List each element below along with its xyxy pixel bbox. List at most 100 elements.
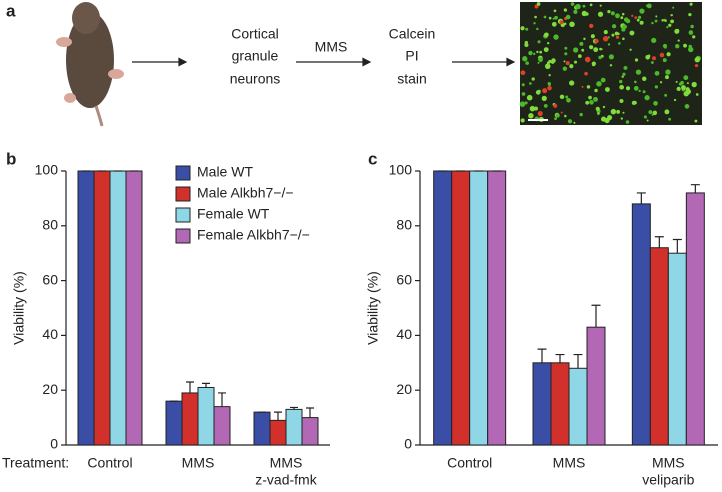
cell <box>650 61 654 64</box>
bar <box>568 367 588 446</box>
cell <box>565 95 569 99</box>
cell <box>666 52 671 57</box>
bar <box>631 203 651 446</box>
cell <box>585 100 590 105</box>
cell <box>623 65 628 70</box>
y-tick-label: 0 <box>50 436 58 452</box>
cell <box>536 27 539 31</box>
cell <box>543 47 549 53</box>
y-tick-label: 100 <box>35 162 59 178</box>
cell <box>573 9 578 14</box>
cell <box>559 94 565 100</box>
cell <box>566 97 571 103</box>
cell <box>573 121 576 124</box>
y-tick-label: 100 <box>389 162 413 178</box>
cell <box>670 19 674 24</box>
cell <box>691 81 697 88</box>
cell <box>588 95 592 100</box>
cell <box>563 8 568 12</box>
error-bar <box>654 236 664 248</box>
bar <box>649 247 669 446</box>
cell <box>589 23 594 29</box>
cell <box>622 111 625 114</box>
cell <box>536 50 539 54</box>
micrograph <box>519 2 702 125</box>
cell <box>593 47 599 53</box>
cell <box>636 18 640 22</box>
error-bar <box>537 348 547 363</box>
cell <box>622 37 625 41</box>
cell <box>554 15 558 20</box>
step-text: stain <box>397 71 427 87</box>
cell <box>690 24 694 29</box>
cell <box>648 110 653 115</box>
legend-label: Male WT <box>197 164 253 180</box>
bar <box>550 362 570 446</box>
cell <box>616 109 621 114</box>
cell <box>685 88 691 95</box>
cell <box>583 37 586 41</box>
y-tick-label: 40 <box>396 326 412 342</box>
cell <box>651 21 654 25</box>
y-tick-label: 20 <box>42 381 58 397</box>
cell <box>524 42 529 47</box>
x-tick-label: z-vad-fmk <box>255 472 317 488</box>
panel-label: b <box>6 149 16 168</box>
cell <box>620 16 624 20</box>
cell <box>622 72 626 76</box>
cell <box>622 24 627 30</box>
legend-label: Female Alkbh7−/− <box>197 227 310 243</box>
cell <box>584 56 591 63</box>
cell <box>602 36 609 42</box>
cell <box>569 21 575 28</box>
cell <box>642 76 647 81</box>
cell <box>534 15 537 19</box>
cell <box>662 58 667 63</box>
cell <box>542 88 548 94</box>
legend-label: Male Alkbh7−/− <box>197 185 294 201</box>
cell <box>609 64 613 67</box>
cell <box>541 95 547 102</box>
cell <box>548 16 552 20</box>
cell <box>634 16 638 20</box>
mouse-illustration <box>56 2 124 127</box>
cell <box>664 46 667 49</box>
cell <box>618 42 621 45</box>
cell <box>694 63 699 68</box>
cell <box>520 70 526 76</box>
cell <box>688 44 692 49</box>
bar <box>451 170 471 446</box>
cell <box>600 77 606 83</box>
x-axis-label: Treatment: <box>2 455 69 471</box>
cell <box>665 75 669 80</box>
cell <box>551 21 557 27</box>
cell <box>615 13 620 19</box>
cell <box>593 97 598 102</box>
cell <box>555 113 560 118</box>
cell <box>525 27 529 31</box>
cell <box>533 52 536 56</box>
cell <box>581 48 585 52</box>
cell <box>547 85 552 91</box>
cell <box>654 70 660 76</box>
cell <box>651 37 657 43</box>
error-bar <box>218 392 226 407</box>
cell <box>675 28 680 33</box>
error-bar <box>591 304 601 328</box>
x-tick-label: Control <box>447 455 492 471</box>
bar <box>586 326 606 446</box>
cell <box>620 117 623 120</box>
legend-swatch <box>175 165 191 181</box>
x-tick-label: Control <box>87 455 132 471</box>
cell <box>607 36 610 39</box>
cell <box>591 61 596 66</box>
bar <box>685 192 705 446</box>
cell <box>684 104 690 109</box>
y-tick-label: 20 <box>396 381 412 397</box>
cell <box>586 85 591 89</box>
bar <box>285 408 303 446</box>
cell <box>689 2 693 6</box>
x-tick-label: MMS <box>652 455 685 471</box>
cell <box>619 79 623 84</box>
cell <box>537 111 543 117</box>
